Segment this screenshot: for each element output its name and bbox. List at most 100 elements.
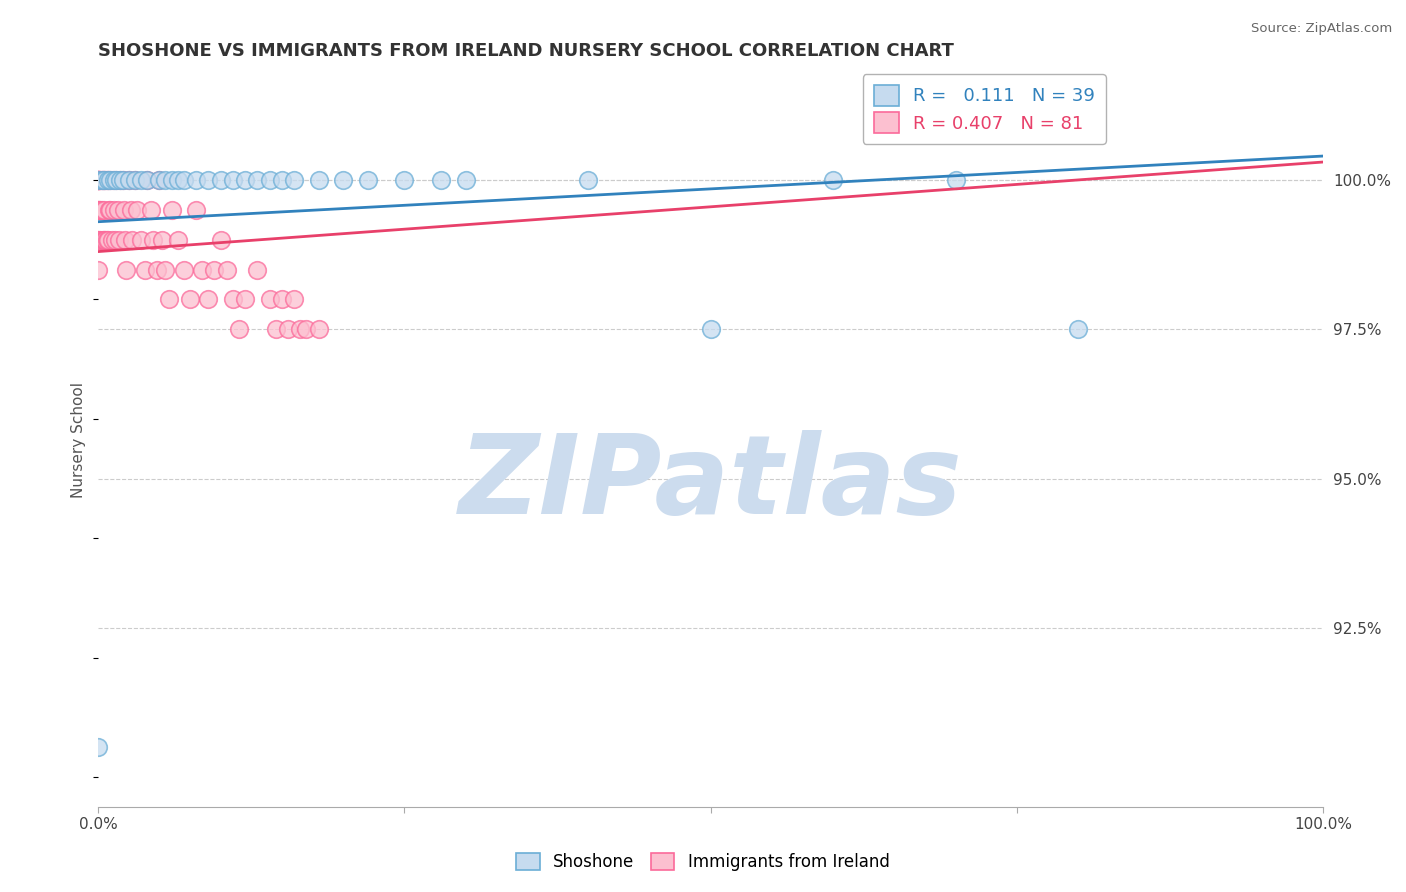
Point (1067, 322, 1090, 336)
Point (96, 173, 118, 187)
Point (93, 173, 115, 187)
Point (93, 173, 115, 187)
Point (118, 173, 141, 187)
Legend: R =   0.111   N = 39, R = 0.407   N = 81: R = 0.111 N = 39, R = 0.407 N = 81 (863, 74, 1107, 144)
Point (259, 173, 281, 187)
Point (93, 202, 115, 217)
Point (191, 262, 214, 277)
Point (576, 173, 599, 187)
Point (98, 173, 121, 187)
Point (157, 293, 180, 307)
Point (129, 233, 152, 247)
Point (87, 173, 110, 187)
Point (246, 173, 269, 187)
Point (108, 233, 131, 247)
Point (173, 173, 195, 187)
Point (87, 740, 110, 755)
Point (394, 173, 416, 187)
Point (98, 202, 121, 217)
Point (823, 173, 845, 187)
Point (108, 173, 131, 187)
Point (107, 202, 129, 217)
Point (111, 173, 134, 187)
Point (124, 173, 146, 187)
Point (222, 173, 245, 187)
Point (430, 173, 453, 187)
Point (209, 233, 232, 247)
Point (150, 233, 173, 247)
Point (93, 233, 115, 247)
Point (139, 202, 162, 217)
Point (91, 233, 114, 247)
Point (945, 173, 967, 187)
Point (97, 233, 120, 247)
Point (454, 173, 477, 187)
Point (87, 202, 110, 217)
Point (89, 173, 111, 187)
Point (308, 173, 330, 187)
Point (94, 233, 117, 247)
Point (699, 322, 721, 336)
Point (259, 293, 281, 307)
Point (160, 202, 183, 217)
Point (134, 262, 156, 277)
Point (136, 173, 159, 187)
Point (332, 173, 354, 187)
Point (91, 173, 114, 187)
Point (90, 173, 112, 187)
Text: SHOSHONE VS IMMIGRANTS FROM IRELAND NURSERY SCHOOL CORRELATION CHART: SHOSHONE VS IMMIGRANTS FROM IRELAND NURS… (98, 42, 953, 60)
Point (94, 173, 117, 187)
Point (146, 262, 169, 277)
Point (127, 202, 149, 217)
Point (228, 322, 250, 336)
Point (124, 173, 146, 187)
Point (97, 173, 120, 187)
Point (233, 293, 256, 307)
Point (142, 233, 165, 247)
Point (108, 173, 131, 187)
Point (197, 173, 219, 187)
Point (87, 173, 110, 187)
Point (136, 173, 159, 187)
Point (87, 233, 110, 247)
Point (121, 233, 143, 247)
Point (89, 173, 111, 187)
Y-axis label: Nursery School: Nursery School (72, 382, 86, 498)
Point (103, 173, 125, 187)
Point (97, 173, 120, 187)
Point (104, 233, 127, 247)
Point (160, 173, 183, 187)
Point (89, 202, 111, 217)
Point (308, 322, 330, 336)
Point (233, 173, 256, 187)
Point (87, 173, 110, 187)
Point (283, 173, 305, 187)
Point (105, 173, 128, 187)
Point (112, 202, 135, 217)
Point (111, 173, 134, 187)
Point (87, 173, 110, 187)
Point (87, 173, 110, 187)
Point (96, 233, 118, 247)
Point (209, 173, 232, 187)
Point (87, 262, 110, 277)
Point (270, 173, 292, 187)
Legend: Shoshone, Immigrants from Ireland: Shoshone, Immigrants from Ireland (508, 845, 898, 880)
Point (184, 202, 207, 217)
Point (264, 322, 287, 336)
Point (114, 233, 136, 247)
Point (295, 322, 318, 336)
Point (222, 293, 245, 307)
Point (356, 173, 378, 187)
Point (105, 173, 128, 187)
Point (173, 262, 195, 277)
Point (179, 293, 201, 307)
Point (118, 173, 141, 187)
Point (115, 262, 138, 277)
Point (98, 202, 121, 217)
Point (290, 322, 312, 336)
Point (87, 233, 110, 247)
Point (155, 173, 177, 187)
Point (148, 173, 170, 187)
Point (90, 202, 112, 217)
